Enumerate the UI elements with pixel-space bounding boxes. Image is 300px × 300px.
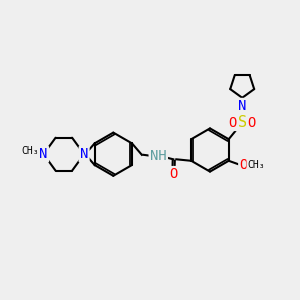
Text: O: O	[248, 116, 256, 130]
Text: S: S	[238, 115, 247, 130]
Text: NH: NH	[150, 149, 167, 163]
Text: CH₃: CH₃	[21, 146, 39, 156]
Text: N: N	[80, 147, 88, 161]
Text: N: N	[238, 99, 246, 113]
Text: O: O	[239, 158, 248, 172]
Text: CH₃: CH₃	[248, 160, 265, 170]
Text: N: N	[39, 147, 48, 161]
Text: O: O	[228, 116, 237, 130]
Text: O: O	[169, 167, 178, 181]
